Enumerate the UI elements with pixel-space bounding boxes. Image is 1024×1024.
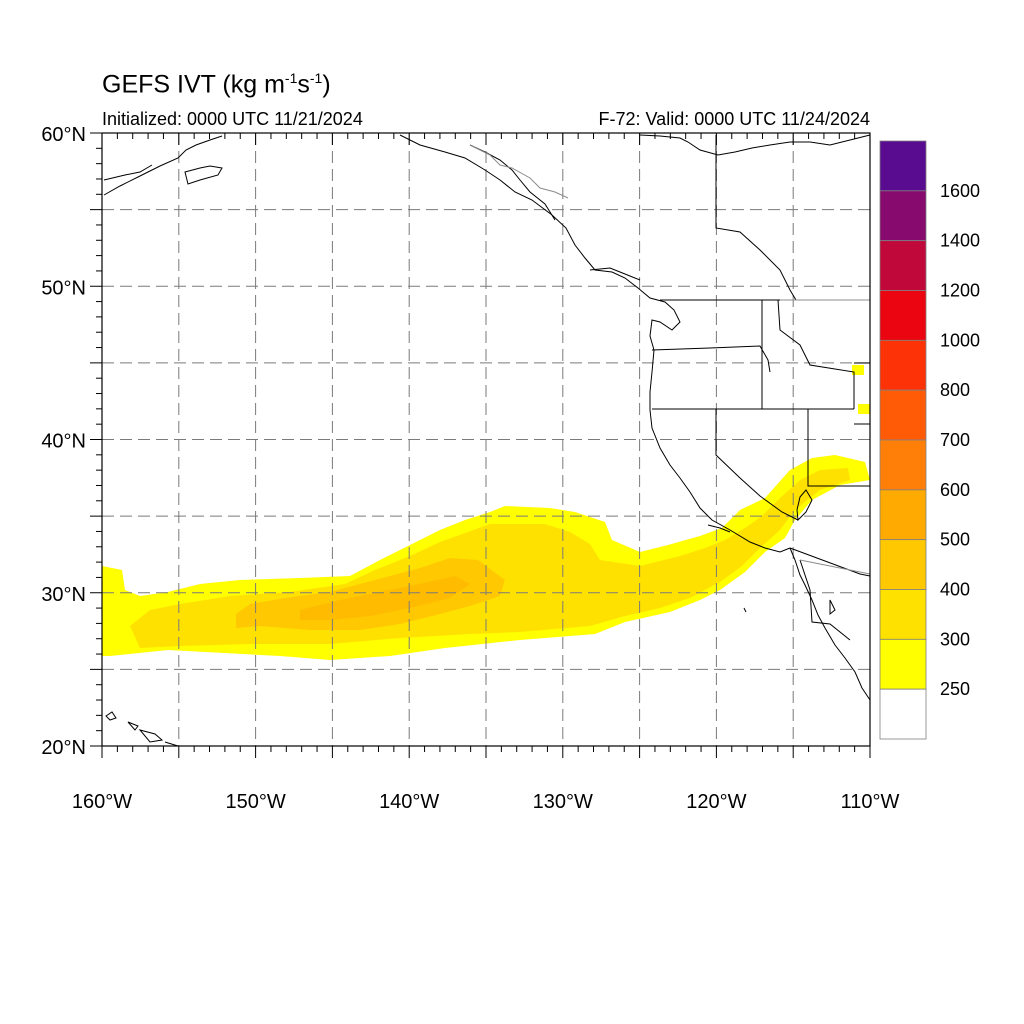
colorbar-label: 250 [940,679,970,699]
colorbar-label: 700 [940,430,970,450]
axis-ticks [90,132,871,758]
colorbar-swatch [879,638,927,690]
colorbar-label: 800 [940,380,970,400]
map-title: GEFS IVT (kg m-1s-1) [102,70,331,99]
colorbar-swatch [879,688,927,740]
x-tick-label: 120°W [686,791,746,813]
ivt-contour-400 [236,558,505,630]
colorbar-swatch [879,190,927,242]
colorbar-label: 600 [940,480,970,500]
coastlines [103,134,871,747]
x-tick-label: 150°W [225,791,285,813]
colorbar-swatch [879,140,927,192]
colorbar-swatch [879,439,927,491]
colorbar-label: 1000 [940,330,980,350]
x-tick-label: 110°W [841,791,900,813]
political-borders [651,135,871,641]
ivt-contour-500 [300,576,470,620]
colorbar-swatch [879,339,927,391]
colorbar-label: 1600 [940,181,980,201]
colorbar-label: 500 [940,530,970,550]
y-tick-label: 30°N [41,584,86,606]
colorbar [879,140,927,740]
lat-lon-grid [102,133,870,746]
ivt-patch [858,404,870,414]
colorbar-swatch [879,389,927,441]
colorbar-swatch [879,489,927,541]
axis-tick-labels: 160°W 150°W 140°W 130°W 120°W 110°W 60°N 50°N 40… [41,124,899,813]
colorbar-label: 1400 [940,231,980,251]
valid-time-label: F-72: Valid: 0000 UTC 11/24/2024 [598,109,871,129]
initialized-label: Initialized: 0000 UTC 11/21/2024 [102,109,363,129]
colorbar-swatch [879,589,927,640]
x-tick-label: 130°W [533,791,593,813]
ivt-patch [852,365,864,375]
colorbar-swatch [879,240,927,291]
colorbar-label: 1200 [940,281,980,301]
colorbar-label: 400 [940,580,970,600]
colorbar-labels: 1600 1400 1200 1000 800 700 600 500 400 300 250 [940,181,980,699]
colorbar-swatch [879,290,927,341]
political-borders-thin [469,144,871,575]
y-tick-label: 20°N [41,737,86,759]
y-tick-label: 40°N [41,431,86,453]
y-tick-label: 60°N [41,124,86,146]
colorbar-label: 300 [940,629,970,649]
x-tick-label: 140°W [379,791,439,813]
colorbar-swatch [879,539,927,590]
y-tick-label: 50°N [41,277,86,299]
x-tick-label: 160°W [72,791,132,813]
